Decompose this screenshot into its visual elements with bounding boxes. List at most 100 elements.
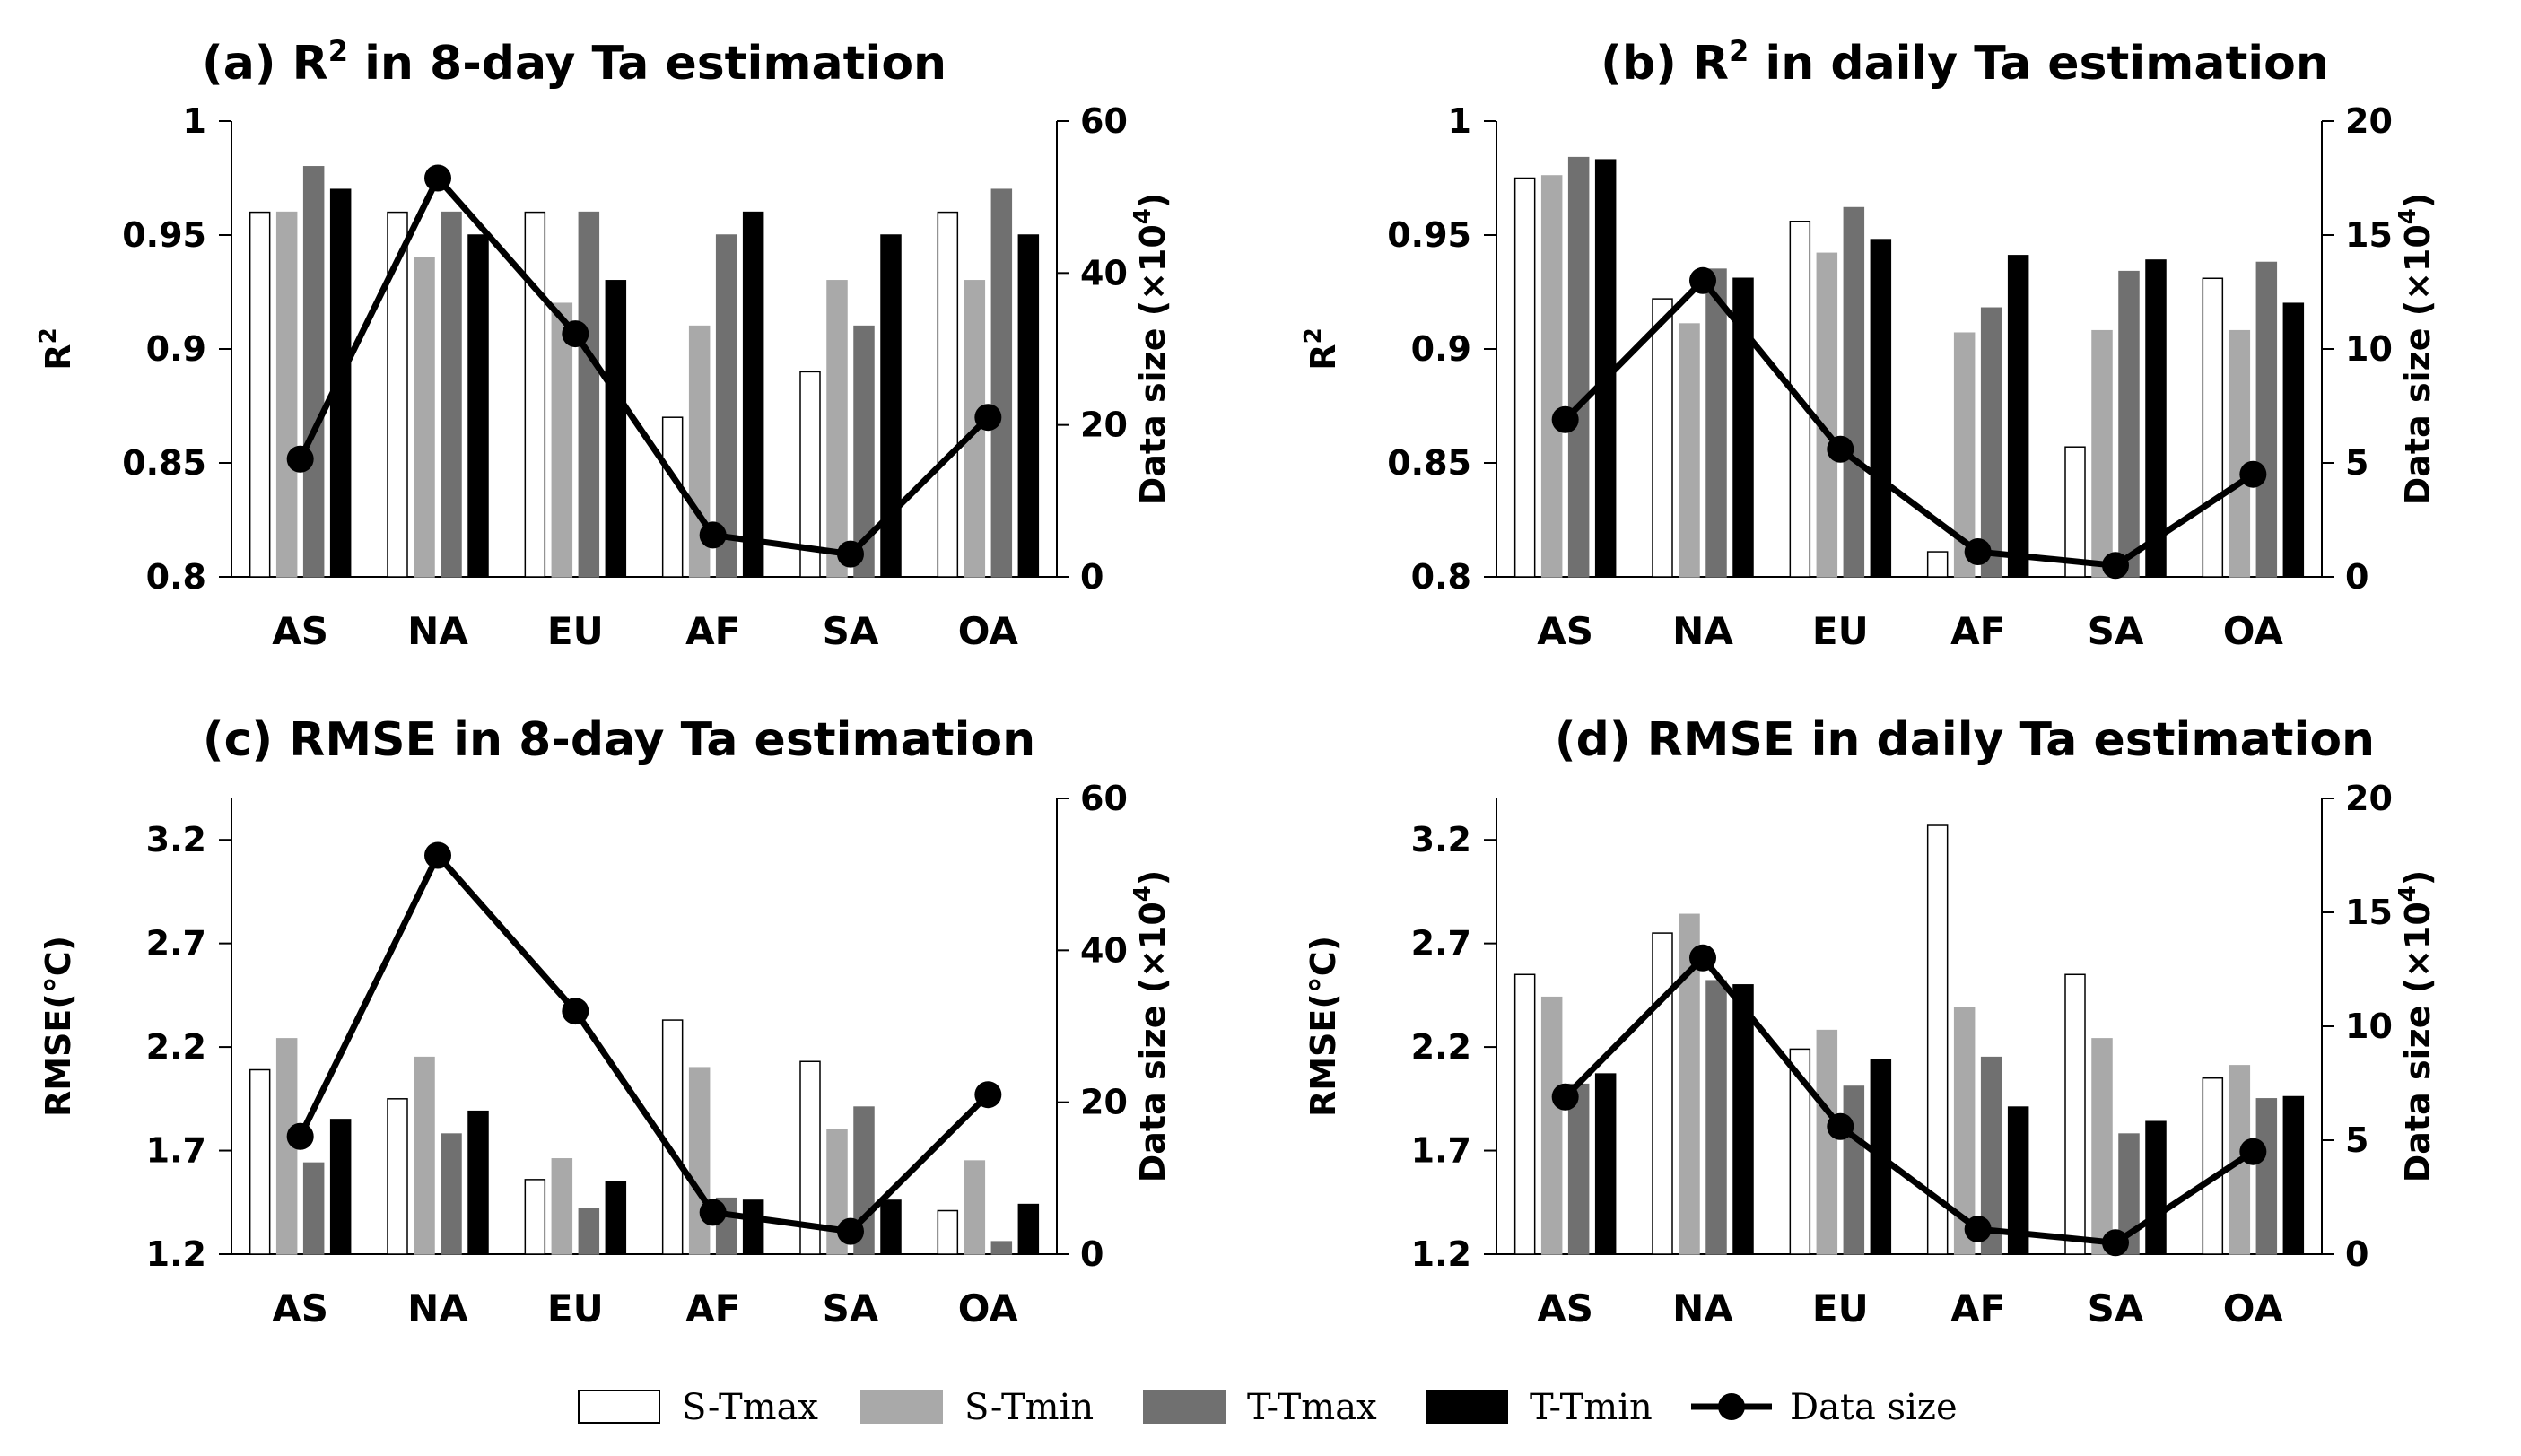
y-tick-label: 0.8 — [146, 557, 206, 597]
data-size-line — [1563, 277, 2255, 569]
bar-t-tmax-eu — [578, 211, 600, 578]
y2-tick-label: 0 — [2345, 1234, 2368, 1274]
x-tick-label-na: NA — [407, 1286, 468, 1330]
bar-s-tmax-na — [387, 211, 408, 578]
bar-s-tmin-as — [275, 211, 298, 578]
title-text: (b) R — [1601, 37, 1729, 91]
bar-s-tmax-sa — [2064, 446, 2086, 578]
y2-tick-label: 20 — [2345, 101, 2393, 141]
data-size-point-sa — [2102, 1229, 2129, 1257]
legend-label-s-tmin: S-Tmin — [964, 1387, 1094, 1428]
y2-tick-label: 0 — [1080, 557, 1103, 597]
y2-axis-label: Data size (×104) — [1130, 193, 1173, 506]
x-tick-label-na: NA — [407, 609, 468, 653]
y2-tick-label: 15 — [2345, 215, 2393, 255]
x-tick-label-sa: SA — [823, 609, 879, 653]
y-tick-label: 3.2 — [1411, 820, 1471, 859]
bar-t-tmin-eu — [605, 280, 627, 578]
x-tick-label-eu: EU — [1812, 609, 1869, 653]
bar-s-tmin-eu — [1816, 252, 1838, 578]
y-axis-label: RMSE(°C) — [1304, 936, 1343, 1117]
panel-d-title: (d) RMSE in daily Ta estimation — [1555, 713, 2375, 767]
bar-t-tmin-eu — [1870, 239, 1892, 578]
y2-axis-label: Data size (×104) — [2395, 193, 2438, 506]
bar-t-tmax-sa — [2118, 270, 2140, 578]
y2-axis-label: Data size (×104) — [2395, 870, 2438, 1183]
data-size-point-na — [424, 164, 451, 192]
y2-tick-label: 10 — [2345, 329, 2393, 369]
data-size-point-as — [286, 445, 314, 473]
x-tick-label-sa: SA — [2088, 609, 2144, 653]
panel-a-title: (a) R2 in 8-day Ta estimation — [202, 34, 946, 91]
y2-tick-label: 20 — [1080, 405, 1128, 445]
bar-t-tmax-oa — [2255, 1098, 2278, 1255]
bar-s-tmin-eu — [551, 302, 573, 578]
bar-s-tmin-sa — [826, 280, 848, 578]
x-tick-label-af: AF — [1950, 609, 2005, 653]
y2-tick-label: 20 — [2345, 779, 2393, 818]
legend-label-data-size: Data size — [1790, 1387, 1958, 1428]
y-axis-label: R2 — [1300, 327, 1343, 370]
x-tick-label-oa: OA — [958, 1286, 1019, 1330]
data-size-point-sa — [837, 1217, 864, 1245]
data-size-point-oa — [2239, 1138, 2267, 1165]
y2-tick-label: 40 — [1080, 253, 1128, 292]
bar-t-tmin-eu — [605, 1181, 627, 1255]
data-size-point-af — [1964, 538, 1992, 566]
data-size-point-oa — [974, 1081, 1002, 1109]
data-size-point-sa — [2102, 552, 2129, 580]
y2-tick-label: 10 — [2345, 1007, 2393, 1046]
y-tick-label: 1 — [183, 101, 206, 141]
bar-s-tmax-af — [661, 1019, 684, 1255]
panel-c-title: (c) RMSE in 8-day Ta estimation — [203, 713, 1035, 767]
bar-s-tmax-sa — [799, 1060, 821, 1255]
data-size-point-af — [699, 521, 727, 549]
title-text: (a) R — [202, 37, 328, 91]
x-tick-label-oa: OA — [2223, 609, 2284, 653]
bar-t-tmax-af — [1980, 1056, 2002, 1255]
y-tick-label: 1.2 — [1411, 1234, 1471, 1274]
bar-t-tmin-af — [2007, 255, 2029, 578]
legend-swatch-s-tmax — [578, 1390, 660, 1424]
data-size-line — [297, 175, 990, 558]
data-size-point-eu — [1827, 1112, 1854, 1140]
legend-label-t-tmax: T-Tmax — [1247, 1387, 1377, 1428]
x-tick-label-af: AF — [685, 1286, 740, 1330]
bar-s-tmax-as — [1513, 177, 1536, 578]
bar-t-tmax-oa — [2255, 261, 2278, 578]
y-tick-label: 0.9 — [146, 329, 206, 369]
bar-t-tmax-af — [715, 234, 737, 578]
panel-c: (c) RMSE in 8-day Ta estimation 1.2 1.7 2.2… — [39, 713, 1173, 1330]
data-size-point-eu — [1827, 435, 1854, 463]
data-size-point-oa — [2239, 460, 2267, 488]
x-tick-label-af: AF — [685, 609, 740, 653]
x-tick-label-eu: EU — [547, 1286, 604, 1330]
bar-s-tmax-oa — [2202, 1077, 2224, 1255]
bar-s-tmin-eu — [551, 1158, 573, 1255]
x-tick-label-as: AS — [1537, 609, 1593, 653]
bar-t-tmax-eu — [1843, 206, 1865, 578]
bar-s-tmin-as — [1540, 175, 1563, 578]
bar-s-tmin-oa — [2229, 329, 2251, 578]
y2-tick-label: 60 — [1080, 779, 1128, 818]
bar-s-tmax-eu — [524, 211, 546, 578]
bar-t-tmin-oa — [2282, 302, 2305, 578]
bar-s-tmin-na — [1679, 913, 1700, 1255]
bar-s-tmin-sa — [2091, 1038, 2113, 1255]
x-tick-label-af: AF — [1950, 1286, 2005, 1330]
title-text: (c) RMSE in 8-day Ta estimation — [203, 713, 1035, 767]
y2-tick-label: 40 — [1080, 930, 1128, 970]
bar-s-tmin-af — [688, 325, 711, 578]
bar-s-tmax-na — [387, 1098, 408, 1255]
legend-swatch-t-tmin — [1426, 1390, 1508, 1424]
bar-t-tmax-oa — [990, 188, 1013, 578]
data-size-line — [1563, 955, 2255, 1246]
y-tick-label: 1.7 — [146, 1131, 206, 1171]
y-axis-label-superscript: 2 — [35, 327, 62, 344]
bar-t-tmax-eu — [578, 1208, 600, 1255]
legend-swatch-t-tmax — [1143, 1390, 1226, 1424]
y2-axis-label: Data size (×104) — [1130, 870, 1173, 1183]
y-tick-label: 1.7 — [1411, 1131, 1471, 1171]
x-tick-label-as: AS — [272, 609, 328, 653]
